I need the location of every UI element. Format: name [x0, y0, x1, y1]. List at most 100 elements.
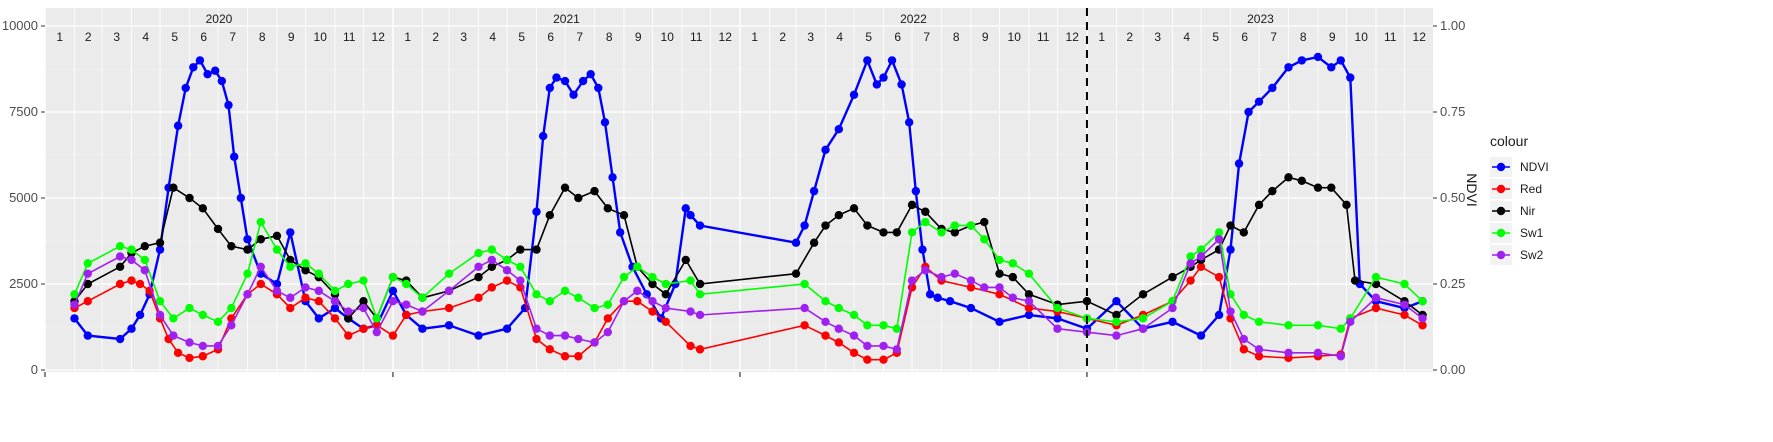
data-point-sw1 [286, 262, 295, 271]
month-label: 5 [865, 30, 872, 44]
data-point-ndvi [904, 118, 914, 127]
data-point-ndvi [695, 221, 705, 230]
data-point-sw2 [686, 307, 695, 316]
data-point-sw2 [849, 331, 859, 340]
data-point-sw2 [359, 303, 368, 313]
data-point-sw2 [169, 331, 178, 340]
data-point-nir [1138, 290, 1148, 299]
month-label: 7 [923, 30, 930, 44]
data-point-sw1 [169, 314, 178, 323]
data-point-sw1 [879, 321, 888, 330]
data-point-sw1 [648, 272, 657, 282]
data-point-red [330, 314, 340, 323]
data-point-red [83, 297, 92, 306]
data-point-sw1 [950, 221, 960, 230]
data-point-sw1 [418, 293, 427, 302]
data-point-sw1 [849, 310, 859, 320]
month-label: 12 [1066, 30, 1080, 44]
data-point-sw2 [330, 297, 340, 306]
data-point-red [444, 303, 454, 313]
data-point-red [502, 276, 512, 285]
data-point-sw1 [243, 269, 252, 278]
data-point-red [185, 353, 194, 363]
data-point-nir [892, 228, 902, 237]
y2-tick-label: 0.25 [1440, 276, 1465, 291]
data-point-ndvi [1226, 245, 1235, 254]
legend-item-sw2: Sw2 [1490, 245, 1544, 265]
data-point-nir [140, 241, 150, 251]
data-point-sw2 [1371, 293, 1381, 302]
data-point-red [1371, 303, 1381, 313]
data-point-nir [169, 183, 178, 192]
data-point-nir [950, 228, 960, 237]
data-point-red [286, 303, 295, 313]
data-point-ndvi [1244, 107, 1253, 117]
data-point-sw1 [821, 297, 830, 306]
data-point-red [574, 352, 583, 361]
legend-key-point [1496, 162, 1506, 172]
data-point-sw2 [695, 310, 705, 320]
y-tick-label: 2500 [9, 276, 38, 291]
data-point-ndvi [243, 235, 252, 244]
y-tick-label: 7500 [9, 104, 38, 119]
data-point-nir [849, 204, 859, 213]
data-point-sw1 [1214, 228, 1224, 237]
data-point-red [198, 352, 208, 361]
data-point-red [821, 331, 830, 340]
data-point-sw2 [1112, 331, 1121, 340]
series-line-red [74, 265, 1423, 361]
data-point-red [532, 334, 541, 344]
data-point-sw1 [686, 276, 695, 285]
y2-tick-label: 0.50 [1440, 190, 1465, 205]
data-point-sw1 [330, 286, 340, 296]
data-point-ndvi [608, 173, 617, 182]
data-point-red [1214, 272, 1224, 282]
data-point-nir [198, 204, 208, 213]
data-point-sw2 [1138, 324, 1148, 333]
month-label: 9 [635, 30, 642, 44]
month-label: 4 [142, 30, 149, 44]
data-point-red [603, 314, 613, 323]
month-label: 3 [113, 30, 120, 44]
data-point-sw1 [372, 314, 381, 323]
data-point-sw2 [1226, 307, 1235, 316]
data-point-sw1 [1313, 321, 1323, 330]
month-label: 2 [85, 30, 92, 44]
data-point-sw1 [213, 317, 223, 327]
data-point-sw2 [574, 334, 583, 344]
data-point-nir [907, 200, 917, 210]
data-point-sw2 [1336, 352, 1345, 361]
data-point-sw1 [695, 290, 705, 299]
data-point-sw2 [892, 345, 902, 354]
data-point-sw1 [314, 269, 323, 278]
data-point-sw2 [372, 327, 381, 337]
data-point-sw1 [619, 272, 629, 282]
data-point-sw1 [155, 297, 165, 306]
data-point-nir [227, 241, 236, 251]
data-point-red [1254, 352, 1264, 361]
data-point-red [545, 345, 555, 354]
legend: colour NDVI Red Nir Sw1 Sw2 [1490, 133, 1549, 265]
data-point-sw2 [907, 276, 917, 285]
data-point-ndvi [155, 245, 165, 254]
month-label: 7 [1270, 30, 1277, 44]
legend-key-point [1496, 184, 1506, 194]
data-point-sw1 [907, 228, 917, 237]
data-point-sw2 [1313, 348, 1323, 357]
data-point-sw1 [1186, 252, 1195, 261]
month-label: 6 [1241, 30, 1248, 44]
data-point-sw2 [1186, 259, 1195, 268]
data-point-nir [272, 231, 282, 241]
data-point-ndvi [1313, 52, 1323, 62]
data-point-sw1 [1112, 317, 1121, 327]
y-tick-label: 5000 [9, 190, 38, 205]
data-point-nir [574, 193, 583, 203]
data-point-sw2 [301, 283, 310, 292]
month-label: 8 [953, 30, 960, 44]
month-label: 4 [489, 30, 496, 44]
data-point-nir [155, 238, 165, 247]
data-point-red [173, 348, 183, 357]
data-point-nir [863, 221, 872, 230]
data-point-sw2 [402, 300, 411, 309]
data-point-sw1 [590, 303, 599, 313]
